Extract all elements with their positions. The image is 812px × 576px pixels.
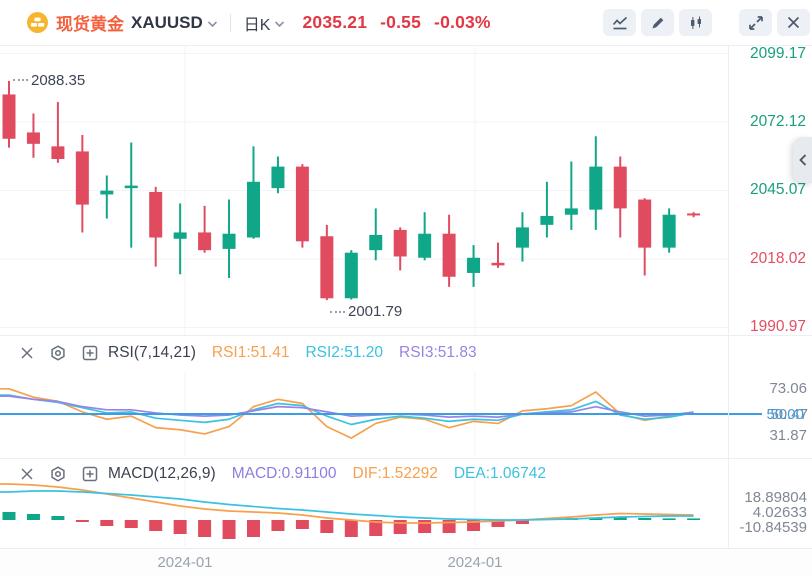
rsi-expand-button[interactable] [82,345,98,361]
time-axis-label: 2024-01 [157,554,213,571]
axis-separator [728,45,729,548]
macd-axis-mid: 4.02633 [752,504,807,521]
price-axis-label: 2018.02 [749,249,806,267]
macd-title: MACD(12,26,9) [108,465,216,482]
symbol-label: XAUUSD [131,12,203,32]
high-price-label: 2088.35 [13,72,85,89]
macd-axis-top: 18.89804 [744,489,807,506]
macd-value-label: MACD:0.91100 [231,465,337,482]
collapse-panel-tab[interactable] [793,137,812,183]
candlestick-style-button[interactable] [679,9,712,36]
rsi-axis-bottom: 31.87 [769,427,807,444]
macd-value-label: DIF:1.52292 [352,465,438,482]
instrument-name: 现货黄金 [56,15,124,34]
line-chart-icon [612,16,627,29]
fullscreen-button[interactable] [739,9,772,36]
price-change-percent: -0.03% [434,12,491,32]
rsi-value-label: RSI2:51.20 [305,344,384,361]
macd-remove-button[interactable] [20,467,34,481]
line-chart-button[interactable] [603,9,636,36]
timeframe-selector[interactable]: 日K [244,11,285,35]
dotted-pointer [330,310,345,313]
expand-plus-icon [82,345,98,361]
rsi-50-baseline [0,413,762,415]
price-axis[interactable]: 2099.17 2072.12 2045.07 2018.02 1990.97 [728,44,812,336]
macd-expand-button[interactable] [82,466,98,482]
rsi-settings-button[interactable] [50,345,66,361]
time-axis[interactable]: 2024-01 2024-01 [0,548,812,576]
price-change: -0.55 [380,12,422,32]
chart-toolbar: 现货黄金 XAUUSD 日K 2035.21 -0.55 -0.03% [0,0,812,46]
quote-block: 2035.21 -0.55 -0.03% [302,12,490,33]
candlestick-icon [690,16,701,29]
toolbar-buttons [603,9,810,36]
macd-values: MACD:0.91100 DIF:1.52292 DEA:1.06742 [232,465,546,483]
close-icon [21,468,33,480]
settings-icon [51,345,65,361]
rsi-title: RSI(7,14,21) [108,344,196,361]
caret-down-icon [207,20,217,27]
time-axis-label: 2024-01 [447,554,503,571]
panel-divider [0,335,812,336]
rsi-axis-top: 73.06 [769,380,807,397]
macd-chart[interactable] [0,480,728,546]
rsi-value-label: RSI1:51.41 [211,344,290,361]
rsi-values: RSI1:51.41 RSI2:51.20 RSI3:51.83 [212,344,477,362]
close-chart-button[interactable] [777,9,810,36]
rsi-value-label: RSI3:51.83 [399,344,477,361]
rsi-axis-mid-gray: 50.47 [770,406,808,423]
rsi-header: RSI(7,14,21) RSI1:51.41 RSI2:51.20 RSI3:51… [20,342,477,364]
expand-plus-icon [82,466,98,482]
main-candlestick-chart[interactable] [0,45,728,335]
close-icon [787,16,800,29]
price-axis-label: 2099.17 [749,44,806,62]
macd-header: MACD(12,26,9) MACD:0.91100 DIF:1.52292 DEA… [20,463,546,485]
rsi-remove-button[interactable] [20,346,34,360]
macd-axis-bottom: -10.84539 [739,519,807,536]
low-price-label: 2001.79 [330,303,402,320]
macd-settings-button[interactable] [50,466,66,482]
divider [229,13,231,32]
chevron-left-icon [798,154,806,166]
macd-value-label: DEA:1.06742 [453,465,547,482]
rsi-axis-mid-blue: 50.00 [766,406,804,423]
settings-icon [51,466,65,482]
symbol-selector[interactable]: XAUUSD [131,13,217,33]
caret-down-icon [275,20,285,27]
timeframe-label: 日K [243,16,271,34]
close-icon [21,347,33,359]
last-price: 2035.21 [302,12,368,32]
fullscreen-icon [748,15,763,30]
price-axis-label: 2072.12 [749,113,806,130]
price-axis-label: 1990.97 [749,318,806,336]
gold-coin-icon [27,12,48,33]
price-axis-label: 2045.07 [749,181,806,199]
dotted-pointer [13,79,28,82]
draw-button[interactable] [641,9,674,36]
panel-divider [0,458,812,459]
pencil-icon [652,17,663,28]
